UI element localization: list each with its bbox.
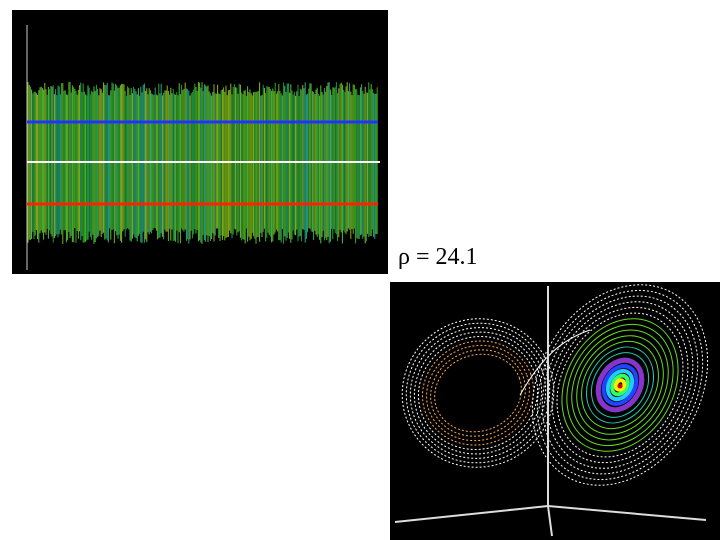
right-orbit	[536, 289, 704, 481]
core-ring	[610, 373, 630, 397]
left-orbit	[405, 322, 551, 464]
right-orbit	[546, 301, 694, 469]
right-orbit	[556, 312, 684, 458]
right-orbit	[541, 295, 699, 475]
core-ring	[613, 378, 627, 392]
attractor	[401, 284, 709, 486]
right-orbit	[586, 346, 654, 424]
core-ring	[605, 368, 635, 402]
axis-stub	[547, 505, 553, 537]
attractor-panel	[390, 282, 720, 540]
right-orbit	[590, 352, 650, 418]
core	[617, 383, 623, 389]
right-orbit	[576, 335, 664, 435]
left-orbit	[409, 327, 547, 459]
left-orbit	[422, 340, 534, 446]
rho-label: ρ = 24.1	[398, 244, 478, 270]
core-ring	[595, 357, 645, 413]
left-orbit	[434, 353, 522, 433]
right-orbit	[551, 306, 689, 464]
left-orbit	[426, 344, 530, 442]
right-orbit	[566, 323, 674, 447]
right-orbit	[581, 340, 659, 430]
core-ring	[601, 364, 639, 406]
right-orbit	[561, 318, 679, 452]
right-orbit	[531, 284, 709, 486]
right-orbit	[571, 329, 669, 441]
left-orbit	[430, 349, 526, 437]
x-axis	[394, 505, 549, 523]
y-axis	[547, 505, 707, 521]
noise-band	[27, 82, 378, 244]
transition-orbit	[519, 329, 591, 396]
